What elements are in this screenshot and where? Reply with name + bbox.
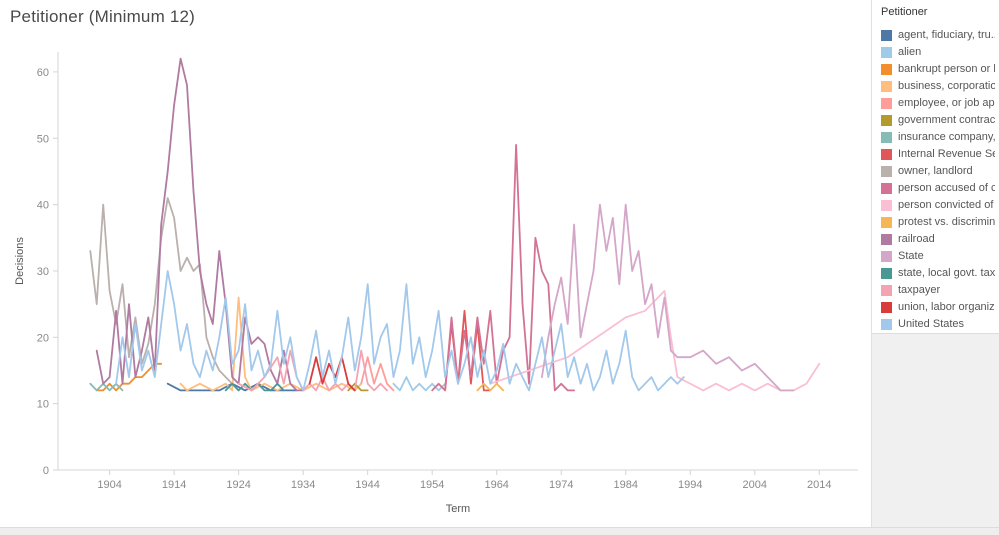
legend-swatch bbox=[881, 114, 892, 126]
x-tick-label: 1964 bbox=[484, 479, 508, 491]
horizontal-scrollbar-track[interactable] bbox=[0, 527, 999, 535]
legend-label: United States bbox=[898, 318, 965, 330]
y-tick-label: 40 bbox=[37, 200, 49, 212]
legend-swatch bbox=[881, 165, 892, 177]
legend-item-13[interactable]: State bbox=[881, 248, 995, 264]
legend-item-6[interactable]: insurance company, .. bbox=[881, 129, 995, 145]
legend-swatch bbox=[881, 131, 892, 143]
legend-swatch bbox=[881, 182, 892, 194]
y-tick-label: 60 bbox=[37, 67, 49, 79]
x-tick-label: 1914 bbox=[162, 479, 186, 491]
legend-items: agent, fiduciary, tru.. alien bankrupt per… bbox=[881, 27, 995, 332]
legend-item-7[interactable]: Internal Revenue Ser.. bbox=[881, 146, 995, 162]
x-axis-label: Term bbox=[445, 503, 471, 515]
legend-title: Petitioner bbox=[881, 6, 928, 18]
series-line-13[interactable] bbox=[541, 203, 795, 392]
legend-label: bankrupt person or b.. bbox=[898, 63, 995, 75]
x-tick-label: 1984 bbox=[613, 479, 637, 491]
legend-item-5[interactable]: government contrac.. bbox=[881, 112, 995, 128]
series-line-2[interactable] bbox=[95, 362, 163, 392]
series-line-10[interactable] bbox=[489, 289, 821, 392]
legend-item-4[interactable]: employee, or job app.. bbox=[881, 95, 995, 111]
x-tick-label: 1954 bbox=[420, 479, 444, 491]
legend-item-14[interactable]: state, local govt. tax.. bbox=[881, 265, 995, 281]
legend-swatch bbox=[881, 233, 892, 245]
legend-label: government contrac.. bbox=[898, 114, 995, 126]
x-tick-label: 1934 bbox=[291, 479, 315, 491]
legend-label: railroad bbox=[898, 233, 935, 245]
legend-label: employee, or job app.. bbox=[898, 97, 995, 109]
x-tick-label: 1924 bbox=[226, 479, 250, 491]
legend-item-0[interactable]: agent, fiduciary, tru.. bbox=[881, 27, 995, 43]
legend-swatch bbox=[881, 199, 892, 211]
line-chart-plot-area[interactable]: 1904 1914 1924 1934 1944 1954 1964 1974 1984 1994… bbox=[0, 0, 871, 527]
legend-label: agent, fiduciary, tru.. bbox=[898, 29, 995, 41]
legend-item-9[interactable]: person accused of cri.. bbox=[881, 180, 995, 196]
legend-label: alien bbox=[898, 46, 922, 58]
series-line-6[interactable] bbox=[89, 382, 124, 392]
legend-item-8[interactable]: owner, landlord bbox=[881, 163, 995, 179]
legend-swatch bbox=[881, 301, 892, 313]
x-tick-label: 2004 bbox=[743, 479, 767, 491]
legend-item-3[interactable]: business, corporation bbox=[881, 78, 995, 94]
series-line-12[interactable] bbox=[95, 57, 305, 392]
legend-label: person convicted of c.. bbox=[898, 199, 995, 211]
y-tick-label: 20 bbox=[37, 332, 49, 344]
y-tick-label: 0 bbox=[43, 465, 49, 477]
series-line-11[interactable] bbox=[476, 382, 505, 392]
legend-item-1[interactable]: alien bbox=[881, 44, 995, 60]
legend-label: State bbox=[898, 250, 924, 262]
legend-swatch bbox=[881, 216, 892, 228]
series-line-17[interactable] bbox=[115, 270, 685, 392]
legend-swatch bbox=[881, 250, 892, 262]
chart-title: Petitioner (Minimum 12) bbox=[10, 7, 196, 26]
legend-label: business, corporation bbox=[898, 80, 995, 92]
legend-label: Internal Revenue Ser.. bbox=[898, 148, 995, 160]
x-tick-label: 1974 bbox=[549, 479, 573, 491]
legend-swatch bbox=[881, 284, 892, 296]
legend-swatch bbox=[881, 63, 892, 75]
legend-item-12[interactable]: railroad bbox=[881, 231, 995, 247]
series-line-9[interactable] bbox=[431, 143, 575, 392]
legend-swatch bbox=[881, 267, 892, 279]
legend-swatch bbox=[881, 29, 892, 41]
y-tick-label: 50 bbox=[37, 133, 49, 145]
legend-swatch bbox=[881, 318, 892, 330]
legend-item-2[interactable]: bankrupt person or b.. bbox=[881, 61, 995, 77]
legend-label: protest vs. discrimin.. bbox=[898, 216, 995, 228]
series-line-4[interactable] bbox=[360, 356, 395, 392]
x-tick-label: 1904 bbox=[97, 479, 121, 491]
series-line-1[interactable] bbox=[392, 376, 447, 392]
legend-label: owner, landlord bbox=[898, 165, 973, 177]
x-tick-label: 1994 bbox=[678, 479, 702, 491]
legend-item-10[interactable]: person convicted of c.. bbox=[881, 197, 995, 213]
legend-swatch bbox=[881, 148, 892, 160]
legend-swatch bbox=[881, 80, 892, 92]
legend-label: state, local govt. tax.. bbox=[898, 267, 995, 279]
legend-panel: Petitioner agent, fiduciary, tru.. alien b… bbox=[871, 0, 999, 535]
y-tick-label: 10 bbox=[37, 399, 49, 411]
legend-item-17[interactable]: United States bbox=[881, 316, 995, 332]
legend-label: taxpayer bbox=[898, 284, 941, 296]
legend-swatch bbox=[881, 46, 892, 58]
x-tick-label: 2014 bbox=[807, 479, 831, 491]
legend-swatch bbox=[881, 97, 892, 109]
x-tick-label: 1944 bbox=[355, 479, 379, 491]
legend-item-11[interactable]: protest vs. discrimin.. bbox=[881, 214, 995, 230]
legend-item-15[interactable]: taxpayer bbox=[881, 282, 995, 298]
legend-card: Petitioner agent, fiduciary, tru.. alien b… bbox=[872, 0, 999, 334]
y-tick-label: 30 bbox=[37, 266, 49, 278]
legend-item-16[interactable]: union, labor organiz.. bbox=[881, 299, 995, 315]
legend-label: person accused of cri.. bbox=[898, 182, 995, 194]
legend-label: insurance company, .. bbox=[898, 131, 995, 143]
legend-label: union, labor organiz.. bbox=[898, 301, 995, 313]
series-line-16[interactable] bbox=[308, 356, 356, 392]
